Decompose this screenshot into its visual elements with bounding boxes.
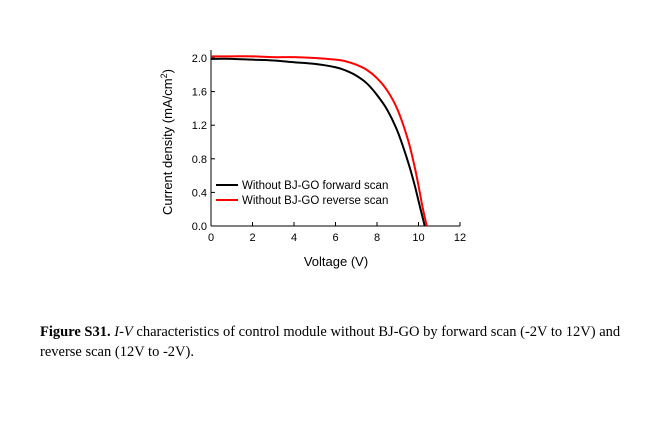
x-tick-label: 6 (332, 232, 338, 244)
x-tick-label: 10 (412, 232, 424, 244)
y-tick-label: 0.4 (192, 187, 207, 199)
x-tick-label: 12 (454, 232, 466, 244)
legend: Without BJ-GO forward scan Without BJ-GO… (216, 180, 388, 207)
x-tick-label: 8 (374, 232, 380, 244)
x-tick-label: 0 (208, 232, 214, 244)
x-tick-label: 4 (291, 232, 297, 244)
caption-text: characteristics of control module withou… (40, 324, 621, 360)
series-group (210, 55, 428, 227)
x-axis-title: Voltage (V) (304, 254, 368, 269)
x-tick-label: 2 (249, 232, 255, 244)
y-tick-label: 1.2 (192, 120, 207, 132)
y-tick-label: 0.8 (192, 154, 207, 166)
legend-label-reverse: Without BJ-GO reverse scan (242, 195, 388, 207)
figure-label: Figure S31. (40, 324, 111, 340)
iv-chart: 0 2 4 6 8 10 12 0.0 0.4 0.8 1.2 1.6 2.0 Voltage (V)… (159, 50, 466, 269)
y-ticks: 0.0 0.4 0.8 1.2 1.6 2.0 (192, 53, 215, 233)
legend-label-forward: Without BJ-GO forward scan (242, 180, 388, 192)
series-line-forward-scan (210, 57, 426, 227)
y-tick-label: 2.0 (192, 53, 207, 65)
x-ticks: 0 2 4 6 8 10 12 (208, 222, 466, 244)
y-tick-label: 1.6 (192, 87, 207, 99)
y-axis-title-sup: 2 (159, 73, 169, 78)
y-axis-title: Current density (mA/cm2) (159, 69, 175, 215)
y-axis-title-main: Current density (mA/cm (160, 78, 175, 215)
series-line-reverse-scan (210, 55, 428, 227)
y-tick-label: 0.0 (192, 221, 207, 233)
caption-iv: I-V (114, 324, 133, 340)
figure-caption: Figure S31. I-V characteristics of contr… (40, 322, 640, 362)
y-axis-title-end: ) (160, 69, 175, 73)
